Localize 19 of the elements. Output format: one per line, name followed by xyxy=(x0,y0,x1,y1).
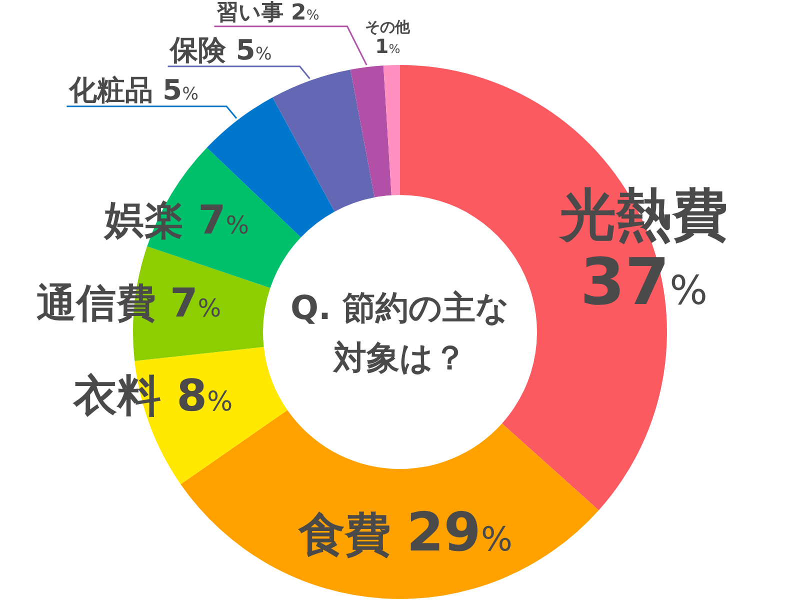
donut-slice xyxy=(383,65,400,196)
donut-slice xyxy=(272,70,375,212)
data-label: 7% xyxy=(198,198,250,244)
donut-slice xyxy=(350,66,392,198)
data-label: 5% xyxy=(162,73,199,106)
slice-label: 習い事 xyxy=(216,0,284,26)
data-label: 1% xyxy=(375,35,400,58)
data-label: 7% xyxy=(170,280,222,326)
data-label: 29% xyxy=(406,500,512,564)
data-label: 8% xyxy=(176,370,233,422)
text: Q. 節約の主な対象は？ xyxy=(290,288,510,377)
slice-label: その他 xyxy=(365,18,412,36)
data-label: 5% xyxy=(236,33,272,66)
data-label: 2% xyxy=(291,0,320,26)
slice-label: 化粧品 xyxy=(68,73,153,106)
slice-label: 保険 xyxy=(169,33,228,66)
slice-label: 食費 xyxy=(297,507,390,562)
donut-slice xyxy=(180,410,599,598)
data-label: 37% xyxy=(580,244,708,320)
